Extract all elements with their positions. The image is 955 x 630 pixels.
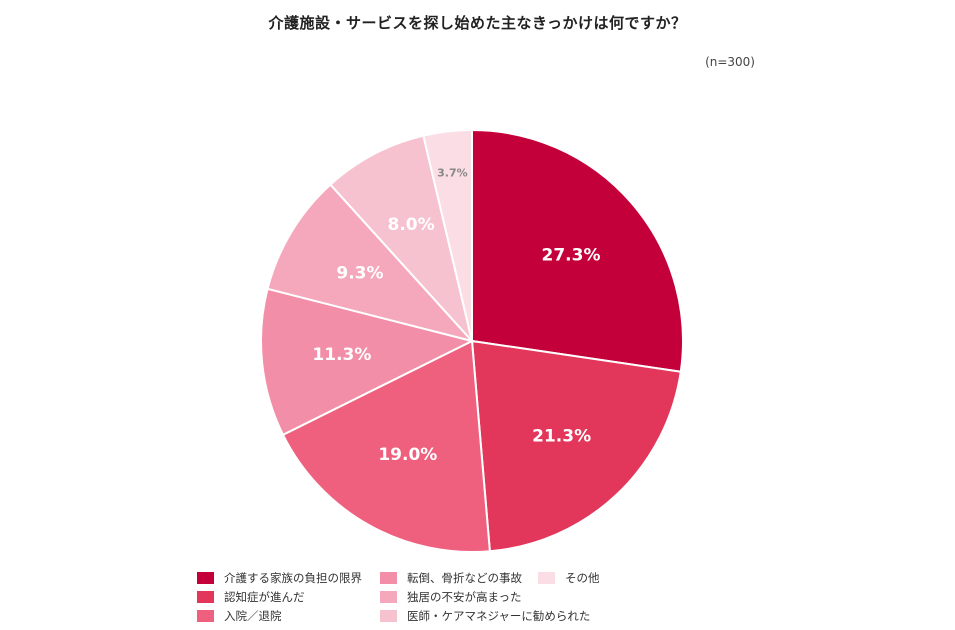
pie-slice-1 (471, 128, 684, 373)
pie-slice-7 (422, 128, 473, 342)
pie-slice-6 (328, 134, 473, 342)
chart-title: 介護施設・サービスを探し始めた主なきっかけは何ですか？ (268, 14, 687, 32)
legend-label: 独居の不安が高まった (407, 589, 522, 604)
legend-item: 医師・ケアマネジャーに勧められた (380, 606, 590, 625)
legend-label: 認知症が進んだ (224, 589, 305, 604)
legend-swatch (197, 590, 214, 603)
legend-label: その他 (565, 570, 600, 585)
slice-value-label: 27.3% (542, 246, 601, 266)
legend-swatch (380, 571, 397, 584)
slice-value-label: 9.3% (336, 263, 383, 283)
legend-item: 独居の不安が高まった (380, 587, 538, 606)
slice-value-label: 21.3% (532, 426, 591, 446)
legend-swatch (538, 571, 555, 584)
pie-slice-4 (260, 287, 475, 437)
legend-swatch (197, 609, 214, 622)
pie-slice-3 (281, 339, 491, 553)
pie-chart: 27.3% 21.3% 19.0% 11.3% 9.3% 8.0% 3.7% (260, 128, 684, 553)
legend-label: 医師・ケアマネジャーに勧められた (407, 608, 591, 623)
legend-label: 入院／退院 (224, 608, 282, 623)
legend-swatch (197, 571, 214, 584)
slice-value-label: 8.0% (388, 215, 435, 235)
legend-item: 認知症が進んだ (197, 587, 380, 606)
slice-value-label: 3.7% (437, 166, 468, 179)
legend-swatch (380, 590, 397, 603)
pie-slice-5 (266, 183, 475, 343)
pie-slice-2 (470, 339, 682, 553)
legend-item: 入院／退院 (197, 606, 380, 625)
chart-legend: 介護する家族の負担の限界 認知症が進んだ 入院／退院 転倒、骨折などの事故 独居の不安が… (197, 568, 797, 625)
legend-label: 介護する家族の負担の限界 (224, 570, 362, 585)
legend-swatch (380, 609, 397, 622)
legend-item: その他 (538, 568, 778, 587)
sample-size-note: (n=300) (705, 55, 755, 69)
slice-value-label: 19.0% (378, 445, 437, 465)
legend-label: 転倒、骨折などの事故 (407, 570, 522, 585)
legend-item: 転倒、骨折などの事故 (380, 568, 538, 587)
slice-value-label: 11.3% (312, 345, 371, 365)
legend-item: 介護する家族の負担の限界 (197, 568, 380, 587)
